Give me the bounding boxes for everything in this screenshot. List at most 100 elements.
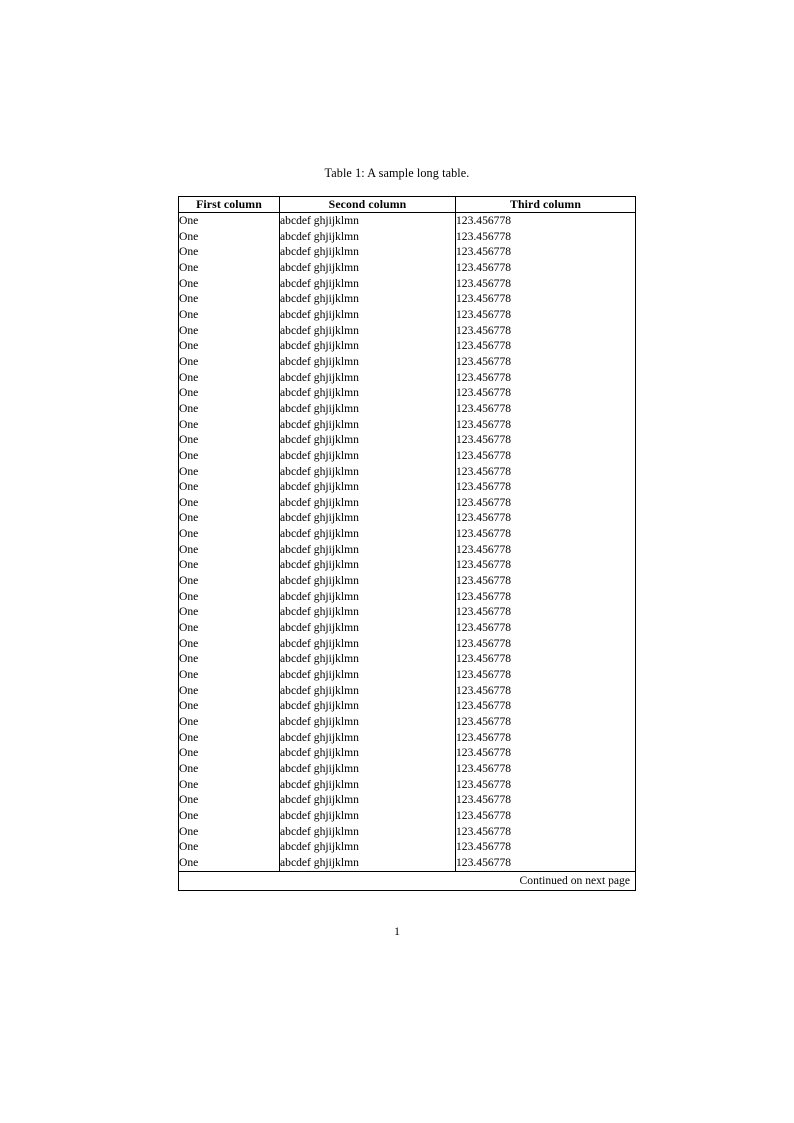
table-row: One abcdef ghjijklmn 123.456778 xyxy=(178,432,636,448)
table-cell-1: One xyxy=(178,244,280,260)
table-row: One abcdef ghjijklmn 123.456778 xyxy=(178,385,636,401)
table-cell-3: 123.456778 xyxy=(455,306,636,323)
table-row: One abcdef ghjijklmn 123.456778 xyxy=(178,228,636,245)
table-row: One abcdef ghjijklmn 123.456778 xyxy=(178,447,636,464)
table-cell-3: 123.456778 xyxy=(455,588,636,605)
table-row: One abcdef ghjijklmn 123.456778 xyxy=(178,667,636,683)
table-row: One abcdef ghjijklmn 123.456778 xyxy=(178,479,636,495)
table-cell-2: abcdef ghjijklmn xyxy=(279,714,456,730)
table-row: One abcdef ghjijklmn 123.456778 xyxy=(178,291,636,307)
table-cell-3: 123.456778 xyxy=(455,573,636,589)
table-row: One abcdef ghjijklmn 123.456778 xyxy=(178,792,636,808)
table-cell-2: abcdef ghjijklmn xyxy=(279,369,456,386)
table-cell-2: abcdef ghjijklmn xyxy=(279,620,456,636)
table-cell-3: 123.456778 xyxy=(455,447,636,464)
table-header-row: First column Second column Third column xyxy=(178,196,636,213)
table-cell-1: One xyxy=(178,760,280,777)
table-cell-2: abcdef ghjijklmn xyxy=(279,745,456,761)
table-cell-2: abcdef ghjijklmn xyxy=(279,776,456,793)
table-cell-2: abcdef ghjijklmn xyxy=(279,447,456,464)
table-cell-3: 123.456778 xyxy=(455,479,636,495)
table-row: One abcdef ghjijklmn 123.456778 xyxy=(178,526,636,542)
table-row: One abcdef ghjijklmn 123.456778 xyxy=(178,244,636,260)
table-cell-2: abcdef ghjijklmn xyxy=(279,494,456,511)
column-header-second: Second column xyxy=(279,196,456,213)
page-number: 1 xyxy=(394,925,400,938)
sample-long-table: First column Second column Third column … xyxy=(178,196,636,891)
table-cell-1: One xyxy=(178,463,280,480)
table-cell-3: 123.456778 xyxy=(455,682,636,699)
table-cell-2: abcdef ghjijklmn xyxy=(279,463,456,480)
table-cell-1: One xyxy=(178,259,280,276)
table-cell-2: abcdef ghjijklmn xyxy=(279,526,456,542)
table-row: One abcdef ghjijklmn 123.456778 xyxy=(178,353,636,370)
table-cell-2: abcdef ghjijklmn xyxy=(279,729,456,746)
table-cell-1: One xyxy=(178,541,280,558)
table-row: One abcdef ghjijklmn 123.456778 xyxy=(178,745,636,761)
table-cell-1: One xyxy=(178,212,280,229)
table-row: One abcdef ghjijklmn 123.456778 xyxy=(178,588,636,605)
table-cell-3: 123.456778 xyxy=(455,620,636,636)
table-cell-2: abcdef ghjijklmn xyxy=(279,353,456,370)
table-cell-1: One xyxy=(178,526,280,542)
table-row: One abcdef ghjijklmn 123.456778 xyxy=(178,698,636,714)
table-row: One abcdef ghjijklmn 123.456778 xyxy=(178,776,636,793)
table-row: One abcdef ghjijklmn 123.456778 xyxy=(178,275,636,292)
table-cell-2: abcdef ghjijklmn xyxy=(279,682,456,699)
table-cell-2: abcdef ghjijklmn xyxy=(279,823,456,840)
table-cell-2: abcdef ghjijklmn xyxy=(279,259,456,276)
table-cell-3: 123.456778 xyxy=(455,541,636,558)
table-row: One abcdef ghjijklmn 123.456778 xyxy=(178,854,636,872)
table-cell-3: 123.456778 xyxy=(455,651,636,668)
table-cell-1: One xyxy=(178,447,280,464)
table-cell-1: One xyxy=(178,776,280,793)
table-cell-3: 123.456778 xyxy=(455,463,636,480)
table-cell-1: One xyxy=(178,807,280,824)
table-cell-2: abcdef ghjijklmn xyxy=(279,479,456,495)
table-row: One abcdef ghjijklmn 123.456778 xyxy=(178,760,636,777)
table-cell-1: One xyxy=(178,573,280,589)
table-row: One abcdef ghjijklmn 123.456778 xyxy=(178,541,636,558)
table-cell-2: abcdef ghjijklmn xyxy=(279,588,456,605)
table-cell-3: 123.456778 xyxy=(455,432,636,448)
table-cell-1: One xyxy=(178,682,280,699)
table-cell-3: 123.456778 xyxy=(455,839,636,855)
table-cell-3: 123.456778 xyxy=(455,823,636,840)
table-cell-1: One xyxy=(178,604,280,621)
table-cell-3: 123.456778 xyxy=(455,385,636,401)
table-row: One abcdef ghjijklmn 123.456778 xyxy=(178,369,636,386)
table-cell-2: abcdef ghjijklmn xyxy=(279,854,456,872)
table-cell-2: abcdef ghjijklmn xyxy=(279,322,456,339)
table-cell-3: 123.456778 xyxy=(455,698,636,714)
table-cell-2: abcdef ghjijklmn xyxy=(279,635,456,652)
table-cell-2: abcdef ghjijklmn xyxy=(279,839,456,855)
table-cell-2: abcdef ghjijklmn xyxy=(279,275,456,292)
table-cell-1: One xyxy=(178,729,280,746)
table-row: One abcdef ghjijklmn 123.456778 xyxy=(178,635,636,652)
table-cell-3: 123.456778 xyxy=(455,259,636,276)
table-cell-2: abcdef ghjijklmn xyxy=(279,432,456,448)
table-cell-3: 123.456778 xyxy=(455,526,636,542)
table-cell-1: One xyxy=(178,416,280,433)
table-row: One abcdef ghjijklmn 123.456778 xyxy=(178,494,636,511)
table-cell-3: 123.456778 xyxy=(455,338,636,354)
table-cell-2: abcdef ghjijklmn xyxy=(279,338,456,354)
table-cell-1: One xyxy=(178,854,280,872)
table-row: One abcdef ghjijklmn 123.456778 xyxy=(178,620,636,636)
table-cell-3: 123.456778 xyxy=(455,244,636,260)
table-cell-1: One xyxy=(178,557,280,574)
table-cell-1: One xyxy=(178,714,280,730)
table-row: One abcdef ghjijklmn 123.456778 xyxy=(178,463,636,480)
table-cell-1: One xyxy=(178,432,280,448)
table-cell-1: One xyxy=(178,620,280,636)
table-cell-2: abcdef ghjijklmn xyxy=(279,573,456,589)
table-cell-1: One xyxy=(178,291,280,307)
table-row: One abcdef ghjijklmn 123.456778 xyxy=(178,557,636,574)
table-row: One abcdef ghjijklmn 123.456778 xyxy=(178,338,636,354)
table-cell-2: abcdef ghjijklmn xyxy=(279,244,456,260)
table-cell-2: abcdef ghjijklmn xyxy=(279,291,456,307)
table-cell-2: abcdef ghjijklmn xyxy=(279,510,456,527)
table-cell-2: abcdef ghjijklmn xyxy=(279,667,456,683)
table-cell-1: One xyxy=(178,698,280,714)
table-footer-row: Continued on next page xyxy=(178,870,636,891)
